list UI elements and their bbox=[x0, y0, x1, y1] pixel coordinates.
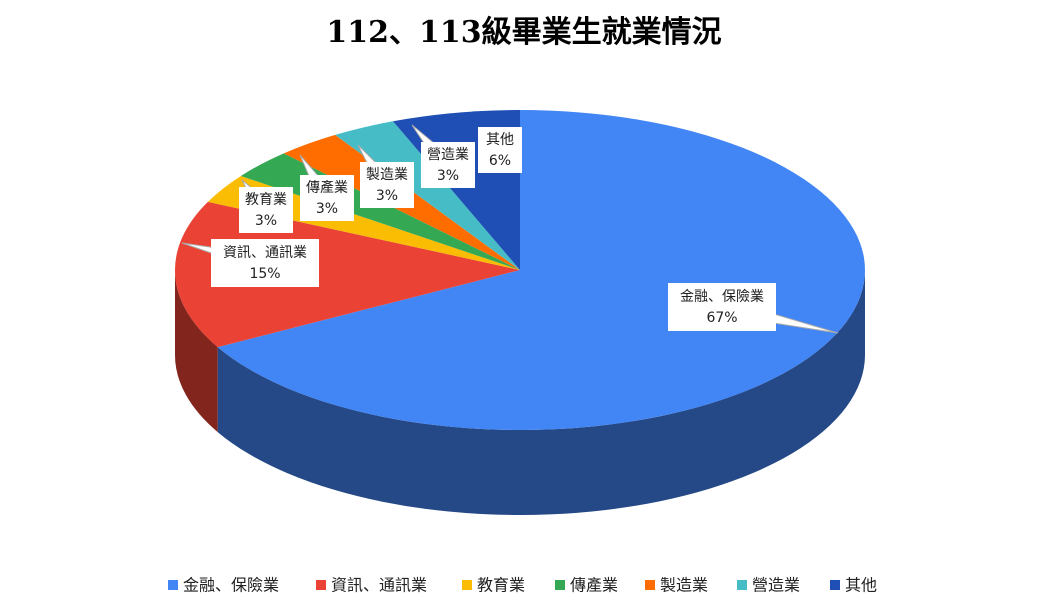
slice bbox=[217, 110, 865, 430]
chart-title: 112、113級畢業生就業情況 bbox=[326, 15, 721, 50]
legend-swatch bbox=[555, 580, 565, 590]
legend-swatch bbox=[737, 580, 747, 590]
legend-swatch bbox=[830, 580, 840, 590]
legend-label: 金融、保險業 bbox=[183, 576, 279, 595]
legend-swatch bbox=[168, 580, 178, 590]
callout-box bbox=[360, 162, 414, 208]
data-label-value: 15% bbox=[249, 266, 280, 282]
callout-box bbox=[300, 175, 354, 221]
data-label-value: 3% bbox=[376, 188, 398, 204]
callout-box bbox=[478, 127, 522, 173]
data-label-value: 6% bbox=[489, 153, 511, 169]
data-label-value: 3% bbox=[437, 168, 459, 184]
data-label-value: 67% bbox=[706, 310, 737, 326]
data-label-name: 其他 bbox=[486, 132, 514, 148]
data-label-name: 金融、保險業 bbox=[680, 289, 764, 305]
legend-label: 營造業 bbox=[752, 576, 800, 595]
legend-label: 教育業 bbox=[477, 576, 525, 595]
callout-box bbox=[668, 283, 776, 331]
slice-side bbox=[175, 270, 218, 433]
legend-swatch bbox=[645, 580, 655, 590]
callout-box bbox=[211, 239, 319, 287]
slice-side bbox=[217, 270, 866, 515]
data-label-value: 3% bbox=[316, 201, 338, 217]
data-label-name: 傳產業 bbox=[306, 179, 348, 196]
data-label-name: 資訊、通訊業 bbox=[223, 245, 307, 261]
data-label-name: 教育業 bbox=[245, 192, 287, 208]
data-label-value: 3% bbox=[255, 213, 277, 229]
callout-box bbox=[421, 142, 475, 188]
legend-swatch bbox=[462, 580, 472, 590]
legend-label: 資訊、通訊業 bbox=[331, 576, 427, 595]
callout-box bbox=[239, 187, 293, 233]
legend-label: 傳產業 bbox=[570, 576, 618, 595]
data-label-name: 營造業 bbox=[427, 147, 469, 163]
slice bbox=[175, 201, 520, 348]
legend-label: 其他 bbox=[845, 576, 877, 595]
slice bbox=[335, 121, 520, 270]
legend-swatch bbox=[316, 580, 326, 590]
data-label-name: 製造業 bbox=[366, 167, 408, 183]
legend-label: 製造業 bbox=[660, 576, 708, 595]
